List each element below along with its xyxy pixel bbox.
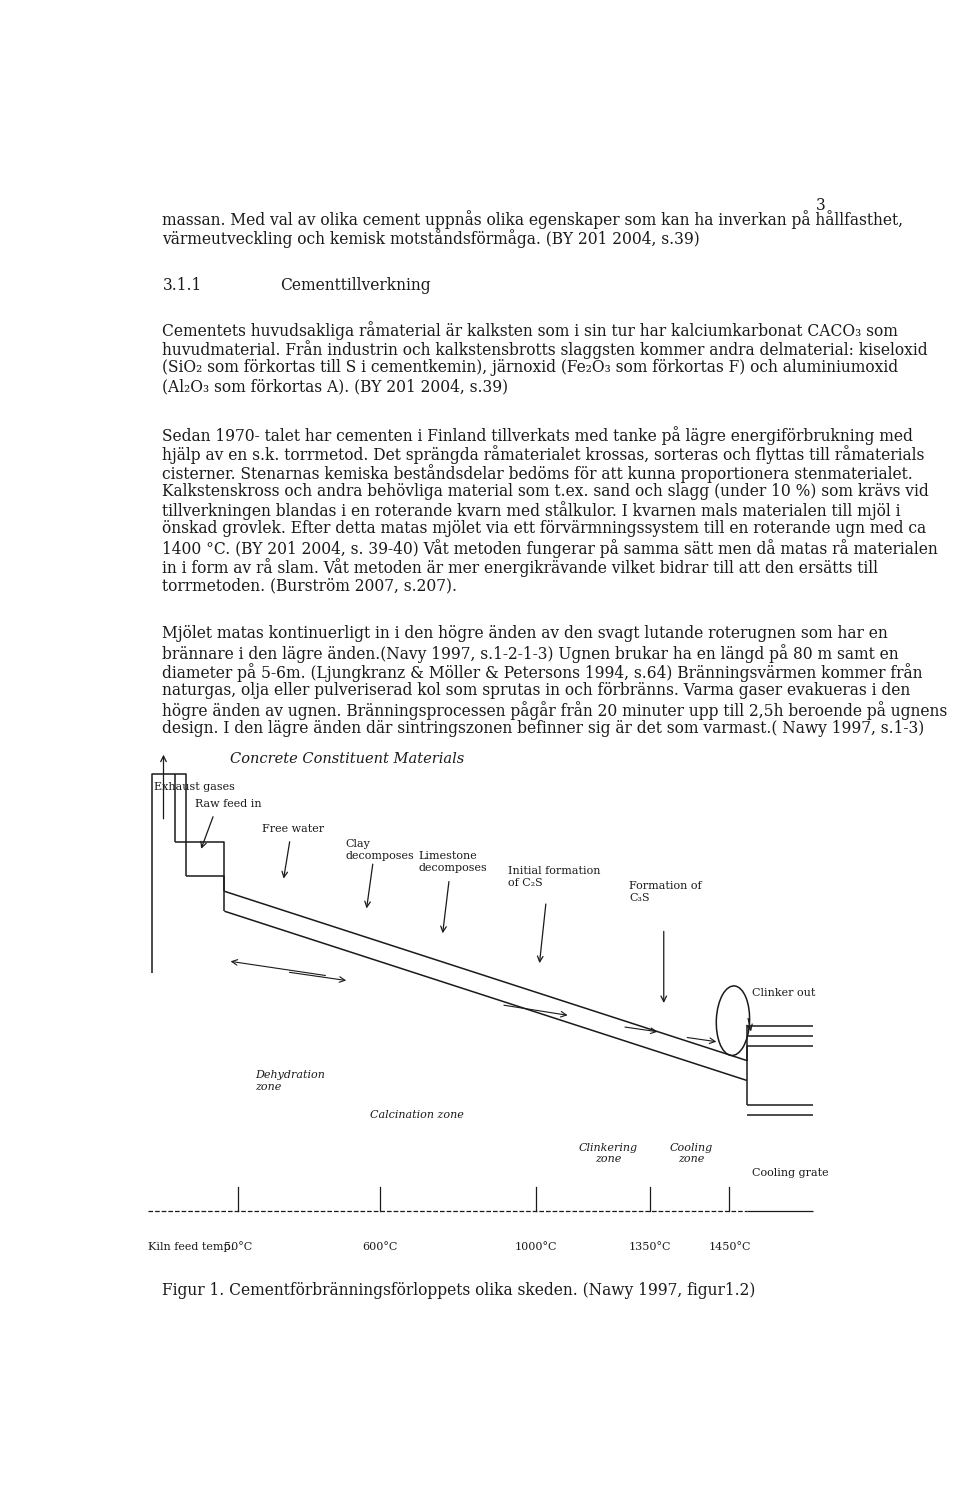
Text: Limestone
decomposes: Limestone decomposes: [419, 851, 487, 874]
Text: Calcination zone: Calcination zone: [370, 1110, 464, 1120]
Text: Cementets huvudsakliga råmaterial är kalksten som i sin tur har kalciumkarbonat : Cementets huvudsakliga råmaterial är kal…: [162, 321, 899, 340]
Text: 600°C: 600°C: [362, 1242, 397, 1253]
Text: 3.1.1: 3.1.1: [162, 278, 202, 294]
Text: Figur 1. Cementförbränningsförloppets olika skeden. (Nawy 1997, figur1.2): Figur 1. Cementförbränningsförloppets ol…: [162, 1282, 756, 1299]
Text: in i form av rå slam. Våt metoden är mer energikrävande vilket bidrar till att d: in i form av rå slam. Våt metoden är mer…: [162, 559, 878, 577]
Text: Raw feed in: Raw feed in: [195, 799, 262, 810]
Text: värmeutveckling och kemisk motståndsförmåga. (BY 201 2004, s.39): värmeutveckling och kemisk motståndsförm…: [162, 229, 700, 248]
Text: brännare i den lägre änden.(Navy 1997, s.1-2-1-3) Ugnen brukar ha en längd på 80: brännare i den lägre änden.(Navy 1997, s…: [162, 643, 899, 663]
Text: diameter på 5-6m. (Ljungkranz & Möller & Petersons 1994, s.64) Bränningsvärmen k: diameter på 5-6m. (Ljungkranz & Möller &…: [162, 663, 923, 682]
Text: 1400 °C. (BY 201 2004, s. 39-40) Våt metoden fungerar på samma sätt men då matas: 1400 °C. (BY 201 2004, s. 39-40) Våt met…: [162, 539, 938, 559]
Text: 1000°C: 1000°C: [515, 1242, 557, 1253]
Text: Mjölet matas kontinuerligt in i den högre änden av den svagt lutande roterugnen : Mjölet matas kontinuerligt in i den högr…: [162, 626, 888, 642]
Text: 1350°C: 1350°C: [629, 1242, 671, 1253]
Text: Clinkering
zone: Clinkering zone: [579, 1143, 638, 1164]
Text: Formation of
C₃S: Formation of C₃S: [629, 881, 702, 903]
Text: Cementtillverkning: Cementtillverkning: [280, 278, 431, 294]
Text: Clay
decomposes: Clay decomposes: [346, 840, 414, 860]
Text: högre änden av ugnen. Bränningsprocessen pågår från 20 minuter upp till 2,5h ber: högre änden av ugnen. Bränningsprocessen…: [162, 701, 948, 719]
Text: hjälp av en s.k. torrmetod. Det sprängda råmaterialet krossas, sorteras och flyt: hjälp av en s.k. torrmetod. Det sprängda…: [162, 444, 924, 464]
Text: 50°C: 50°C: [224, 1242, 252, 1253]
Text: önskad grovlek. Efter detta matas mjölet via ett förvärmningssystem till en rote: önskad grovlek. Efter detta matas mjölet…: [162, 520, 926, 538]
Text: Free water: Free water: [262, 825, 324, 834]
Text: Kalkstenskross och andra behövliga material som t.ex. sand och slagg (under 10 %: Kalkstenskross och andra behövliga mater…: [162, 483, 929, 499]
Text: naturgas, olja eller pulveriserad kol som sprutas in och förbränns. Varma gaser : naturgas, olja eller pulveriserad kol so…: [162, 682, 911, 698]
Text: tillverkningen blandas i en roterande kvarn med stålkulor. I kvarnen mals materi: tillverkningen blandas i en roterande kv…: [162, 502, 900, 520]
Text: Dehydration
zone: Dehydration zone: [255, 1070, 325, 1092]
Text: Cooling
zone: Cooling zone: [670, 1143, 713, 1164]
Text: Cooling grate: Cooling grate: [752, 1168, 828, 1177]
Text: 3: 3: [816, 198, 826, 214]
Text: Concrete Constituent Materials: Concrete Constituent Materials: [230, 752, 465, 767]
Text: Initial formation
of C₂S: Initial formation of C₂S: [508, 866, 601, 889]
Text: Exhaust gases: Exhaust gases: [154, 782, 234, 792]
Text: massan. Med val av olika cement uppnås olika egenskaper som kan ha inverkan på h: massan. Med val av olika cement uppnås o…: [162, 211, 903, 229]
Text: 1450°C: 1450°C: [708, 1242, 751, 1253]
Text: cisterner. Stenarnas kemiska beståndsdelar bedöms för att kunna proportionera st: cisterner. Stenarnas kemiska beståndsdel…: [162, 464, 913, 483]
Text: (Al₂O₃ som förkortas A). (BY 201 2004, s.39): (Al₂O₃ som förkortas A). (BY 201 2004, s…: [162, 377, 509, 395]
Text: (SiO₂ som förkortas till S i cementkemin), järnoxid (Fe₂O₃ som förkortas F) och : (SiO₂ som förkortas till S i cementkemin…: [162, 360, 899, 376]
Text: Sedan 1970- talet har cementen i Finland tillverkats med tanke på lägre energifö: Sedan 1970- talet har cementen i Finland…: [162, 426, 913, 444]
Text: huvudmaterial. Från industrin och kalkstensbrotts slaggsten kommer andra delmate: huvudmaterial. Från industrin och kalkst…: [162, 340, 928, 360]
Text: Clinker out: Clinker out: [752, 988, 815, 999]
Text: torrmetoden. (Burström 2007, s.207).: torrmetoden. (Burström 2007, s.207).: [162, 577, 457, 594]
Text: Kiln feed temp.: Kiln feed temp.: [148, 1242, 234, 1253]
Text: design. I den lägre änden där sintringszonen befinner sig är det som varmast.( N: design. I den lägre änden där sintringsz…: [162, 719, 924, 737]
